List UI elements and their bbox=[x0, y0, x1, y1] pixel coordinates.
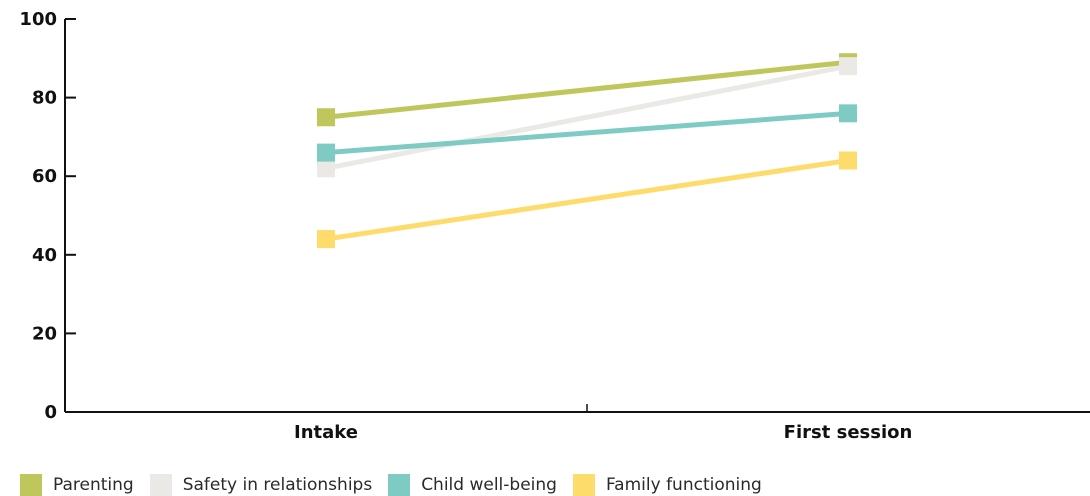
legend-label: Family functioning bbox=[605, 475, 762, 495]
x-axis-ticks: Intake First session bbox=[294, 422, 912, 443]
legend-label: Safety in relationships bbox=[182, 475, 373, 495]
data-point-marker bbox=[317, 230, 335, 249]
series-line bbox=[325, 59, 849, 120]
data-point-marker bbox=[839, 104, 857, 123]
series-line bbox=[325, 158, 849, 242]
y-tick-label: 20 bbox=[32, 323, 57, 344]
legend-swatch bbox=[388, 474, 411, 496]
legend-swatch bbox=[20, 474, 42, 496]
series-3 bbox=[317, 151, 857, 249]
data-point-marker bbox=[839, 151, 857, 170]
legend-item: Safety in relationships bbox=[149, 474, 373, 496]
legend: Parenting Safety in relationships Child we… bbox=[20, 474, 778, 496]
legend-swatch bbox=[149, 474, 172, 496]
y-tick-label: 0 bbox=[44, 402, 57, 423]
legend-swatch bbox=[572, 474, 595, 496]
series-2 bbox=[317, 104, 857, 162]
legend-item: Child well-being bbox=[388, 474, 557, 496]
y-tick-label: 40 bbox=[32, 245, 57, 266]
data-point-marker bbox=[317, 143, 335, 162]
x-tick-label: First session bbox=[784, 422, 913, 443]
series-line bbox=[325, 63, 849, 171]
y-tick-label: 60 bbox=[32, 166, 57, 187]
line-chart: 0 20 40 60 80 100 Intake First session bbox=[19, 9, 1090, 443]
legend-item: Parenting bbox=[20, 474, 134, 496]
series-line bbox=[325, 110, 849, 156]
data-point-marker bbox=[317, 159, 335, 178]
y-tick-label: 100 bbox=[19, 9, 57, 30]
y-tick-label: 80 bbox=[32, 88, 57, 109]
y-axis-ticks: 0 20 40 60 80 100 bbox=[19, 9, 76, 423]
series-1 bbox=[317, 57, 857, 178]
legend-label: Child well-being bbox=[421, 475, 557, 495]
data-point-marker bbox=[839, 57, 857, 76]
axes bbox=[64, 19, 1090, 413]
data-point-marker bbox=[317, 108, 335, 127]
legend-item: Family functioning bbox=[572, 474, 762, 496]
legend-label: Parenting bbox=[53, 475, 134, 495]
x-tick-label: Intake bbox=[294, 422, 358, 443]
series-lines bbox=[317, 53, 857, 249]
